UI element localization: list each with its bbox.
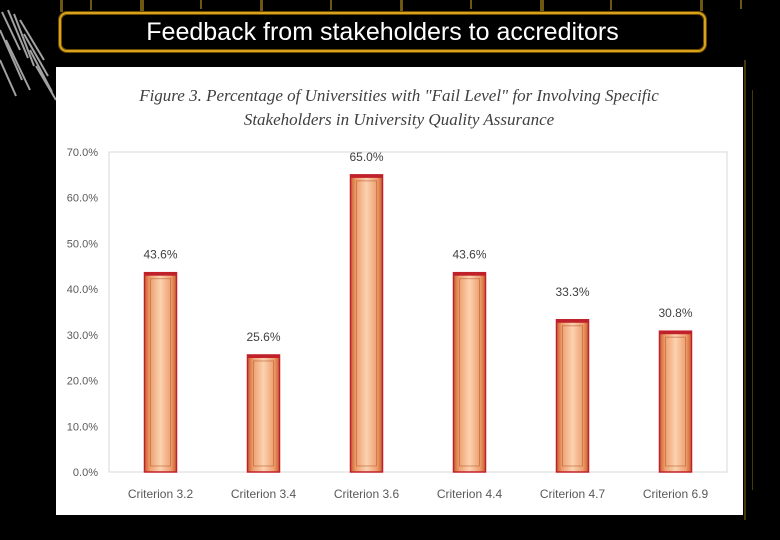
bars (143, 174, 693, 473)
bar-body (246, 354, 281, 473)
x-category-label: Criterion 4.4 (437, 487, 503, 501)
right-glow-decoration (744, 60, 753, 520)
y-tick-label: 20.0% (67, 376, 98, 388)
bar-body (452, 271, 487, 473)
bar-data-label: 33.3% (555, 285, 589, 299)
y-tick-label: 60.0% (67, 193, 98, 205)
data-labels: 43.6% 25.6% 65.0% 43.6% 33.3% 30.8% (143, 150, 692, 344)
x-category-label: Criterion 3.6 (334, 487, 400, 501)
bar-bevel (150, 278, 171, 467)
bar-chart: Figure 3. Percentage of Universities wit… (67, 86, 728, 501)
y-tick-label: 30.0% (67, 330, 98, 342)
bar-bevel (253, 360, 274, 467)
plot-area-frame (108, 151, 728, 473)
bar-cap (144, 272, 177, 276)
top-gold-band (60, 0, 742, 12)
y-tick-label: 40.0% (67, 284, 98, 296)
bar (143, 271, 178, 473)
x-category-label: Criterion 3.4 (231, 487, 297, 501)
slide-title: Feedback from stakeholders to accreditor… (59, 12, 706, 52)
bar-cap (247, 354, 280, 358)
y-tick-label: 70.0% (67, 147, 98, 159)
bar-cap (453, 272, 486, 276)
bar-data-label: 30.8% (658, 306, 692, 320)
bar (658, 330, 693, 473)
bar (246, 354, 281, 473)
figure-panel: Figure 3. Percentage of Universities wit… (56, 67, 743, 515)
bar (349, 174, 384, 473)
figure-caption-line1: Figure 3. Percentage of Universities wit… (138, 86, 659, 105)
bar-bevel (665, 336, 686, 467)
bar-bevel (356, 180, 377, 467)
y-axis-ticks: 0.0% 10.0% 20.0% 30.0% 40.0% 50.0% 60.0% 70.0% (67, 147, 98, 479)
y-tick-label: 0.0% (73, 467, 98, 479)
x-category-label: Criterion 3.2 (128, 487, 194, 501)
bar-data-label: 25.6% (246, 330, 280, 344)
x-category-label: Criterion 6.9 (643, 487, 709, 501)
x-category-label: Criterion 4.7 (540, 487, 606, 501)
left-grass-decoration (0, 9, 57, 101)
bar (452, 271, 487, 473)
bar-body (555, 319, 590, 473)
bar-cap (556, 319, 589, 323)
y-tick-label: 50.0% (67, 238, 98, 250)
figure-caption-line2: Stakeholders in University Quality Assur… (244, 110, 555, 129)
bar (555, 319, 590, 473)
bar-data-label: 43.6% (143, 248, 177, 262)
x-axis-labels: Criterion 3.2 Criterion 3.4 Criterion 3.6 C… (128, 487, 709, 501)
bar-data-label: 43.6% (452, 248, 486, 262)
bar-body (658, 330, 693, 473)
bar-body (349, 174, 384, 473)
y-tick-label: 10.0% (67, 421, 98, 433)
bar-bevel (459, 278, 480, 467)
bar-body (143, 271, 178, 473)
bar-bevel (562, 325, 583, 467)
bar-cap (659, 331, 692, 335)
bar-cap (350, 174, 383, 178)
bar-data-label: 65.0% (349, 150, 383, 164)
